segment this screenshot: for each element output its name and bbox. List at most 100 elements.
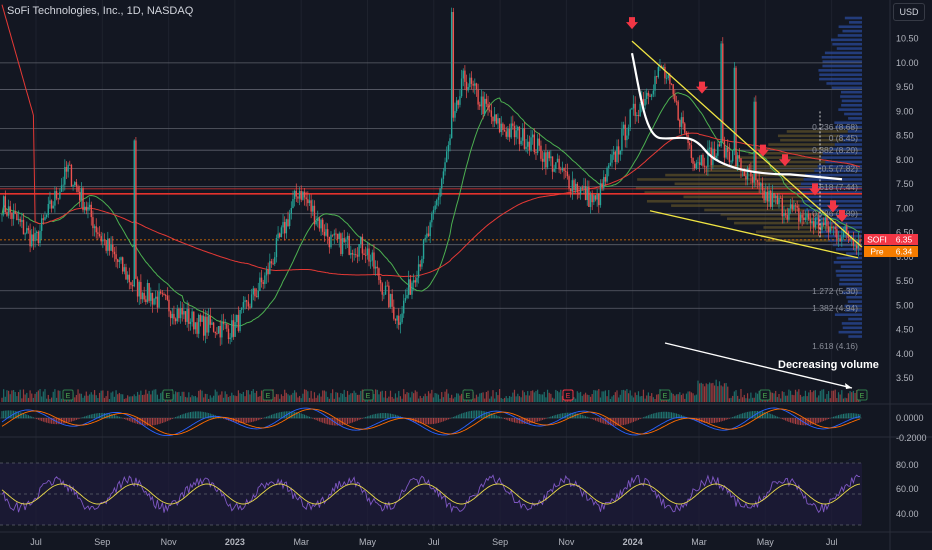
volume-profile-bar (841, 99, 862, 103)
macd-histogram-bar (509, 418, 511, 421)
candle-body (290, 208, 293, 214)
candle-body (394, 318, 397, 321)
volume-bar (537, 389, 539, 402)
candle-body (649, 95, 651, 97)
volume-bar (274, 396, 276, 402)
candle-body (340, 233, 342, 254)
macd-histogram-bar (775, 415, 777, 419)
macd-histogram-bar (788, 418, 790, 422)
volume-bar (145, 389, 147, 402)
candle-body (811, 221, 813, 223)
candle-body (646, 92, 648, 99)
macd-histogram-bar (337, 418, 339, 426)
macd-histogram-bar (629, 418, 631, 424)
volume-bar (847, 393, 850, 402)
macd-histogram-bar (353, 418, 355, 422)
macd-histogram-bar (257, 418, 259, 421)
macd-histogram-bar (634, 418, 636, 422)
volume-bar (360, 390, 362, 402)
candle-body (252, 288, 254, 295)
candle-body (176, 308, 178, 322)
macd-histogram-bar (512, 418, 514, 423)
macd-histogram-bar (580, 414, 582, 419)
volume-bar (330, 393, 332, 402)
candle-body (312, 205, 314, 212)
volume-bar (376, 389, 378, 402)
volume-bar (624, 390, 626, 402)
macd-histogram-bar (553, 415, 555, 419)
candle-body (650, 94, 653, 97)
volume-bar (702, 383, 704, 402)
volume-bar (548, 392, 550, 402)
volume-bar (401, 398, 403, 402)
candle-body (530, 137, 532, 151)
candle-body (525, 146, 527, 149)
candle-body (322, 219, 324, 232)
candle-body (270, 261, 273, 264)
macd-histogram-bar (358, 418, 360, 420)
macd-histogram-bar (85, 415, 87, 419)
candle-body (690, 145, 693, 158)
volume-bar (439, 398, 441, 402)
candle-body (589, 194, 592, 207)
candle-body (199, 314, 202, 322)
volume-profile-bar (822, 151, 862, 155)
candle-body (364, 254, 367, 256)
volume-bar (553, 398, 555, 402)
candle-body (148, 283, 150, 301)
candle-body (669, 74, 671, 84)
candle-body (816, 217, 818, 219)
macd-histogram-bar (778, 417, 780, 419)
candle-body (107, 238, 109, 251)
macd-histogram-bar (725, 418, 727, 420)
macd-histogram-bar (591, 418, 593, 420)
macd-histogram-bar (216, 415, 218, 419)
time-axis-label: Jul (826, 537, 838, 547)
macd-histogram-bar (307, 416, 309, 419)
candle-body (328, 236, 331, 248)
macd-histogram-bar (838, 415, 840, 419)
candle-body (500, 123, 502, 133)
volume-bar (226, 394, 228, 402)
candle-body (168, 299, 170, 312)
price-axis-tick-label: 9.00 (896, 106, 914, 116)
macd-histogram-bar (185, 413, 187, 419)
volume-bar (523, 392, 526, 402)
candle-body (295, 190, 297, 197)
macd-histogram-bar (161, 418, 163, 424)
currency-button[interactable]: USD (893, 3, 925, 21)
macd-histogram-bar (11, 410, 13, 419)
volume-trend-arrowhead (845, 383, 852, 389)
candle-body (725, 147, 727, 158)
macd-histogram-bar (831, 417, 833, 419)
candle-body (37, 231, 40, 244)
candle-body (493, 114, 496, 122)
macd-histogram-bar (150, 418, 152, 426)
macd-histogram-bar (284, 411, 286, 419)
earnings-marker-label: E (366, 393, 371, 400)
candle-body (806, 213, 808, 218)
candle-body (40, 218, 43, 231)
volume-profile-bar (849, 21, 862, 24)
candle-body (6, 211, 8, 216)
candle-body (821, 223, 823, 231)
volume-profile-bar (846, 252, 862, 255)
macd-histogram-bar (537, 418, 539, 422)
volume-bar (672, 393, 674, 402)
macd-histogram-bar (155, 418, 157, 425)
macd-histogram-bar (196, 411, 198, 419)
volume-bar (629, 390, 631, 402)
candle-body (178, 308, 180, 319)
volume-bar (446, 389, 448, 402)
volume-profile-bar-value (786, 130, 848, 133)
macd-histogram-bar (297, 412, 299, 419)
volume-bar (333, 398, 335, 402)
volume-bar (599, 397, 602, 402)
volume-bar (42, 391, 44, 402)
volume-bar (796, 391, 798, 402)
volume-bar (156, 394, 158, 402)
volume-bar (836, 398, 838, 402)
volume-bar (507, 398, 509, 402)
candle-body (498, 118, 501, 133)
